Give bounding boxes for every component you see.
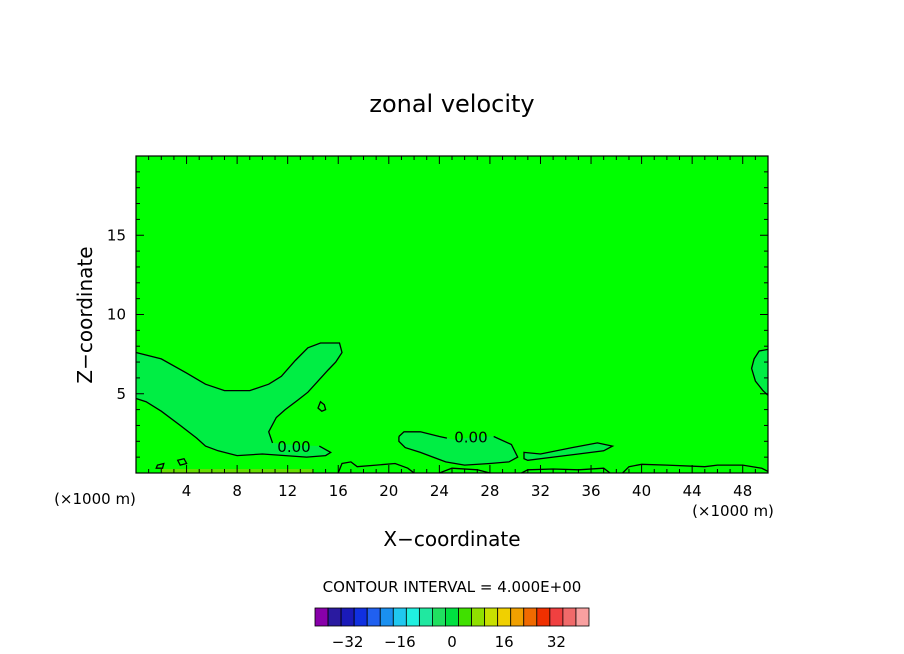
x-tick-label: 16: [329, 482, 348, 500]
colorbar-swatch: [314, 607, 329, 627]
colorbar-swatch: [392, 607, 407, 627]
colorbar-swatch: [366, 607, 381, 627]
y-axis-label: Z−coordinate: [73, 246, 97, 383]
contour-line: [135, 342, 343, 444]
contour-line: [398, 431, 448, 439]
contour-line: [398, 435, 519, 466]
plot-area: 0.00 0.00: [135, 155, 769, 474]
colorbar-swatch: [445, 607, 459, 627]
y-tick-label: 5: [116, 385, 126, 403]
negative-region-top-right: [751, 349, 768, 396]
x-tick-label: 48: [733, 482, 752, 500]
colorbar-swatch: [340, 607, 355, 627]
contour-line: [622, 463, 769, 474]
x-tick-label: 40: [632, 482, 651, 500]
x-tick-label: 20: [379, 482, 398, 500]
contour-line: [176, 457, 188, 466]
colorbar-swatch: [497, 607, 512, 627]
x-tick-label: 24: [430, 482, 449, 500]
colorbar-swatch: [458, 607, 472, 627]
colorbar-swatch: [510, 607, 525, 627]
x-tick-label: 8: [232, 482, 242, 500]
colorbar-swatch: [327, 607, 342, 627]
contour-line: [337, 461, 415, 474]
x-tick-label: 36: [581, 482, 600, 500]
colorbar-tick-labels: −32 −16 0 16 32: [332, 633, 566, 651]
contour-line: [155, 462, 165, 469]
x-axis-ticks: 4 8 12 16 20 24 28 32 36 40 44 48: [148, 156, 756, 500]
contour-interval-text: CONTOUR INTERVAL = 4.000E+00: [323, 578, 582, 596]
contour-label: 0.00: [454, 429, 487, 447]
x-tick-label: 12: [278, 482, 297, 500]
negative-region-middle: [398, 431, 518, 466]
colorbar-swatch: [523, 607, 538, 627]
x-tick-label: 28: [480, 482, 499, 500]
contour-line: [750, 348, 769, 396]
colorbar-tick-label: 0: [447, 633, 457, 651]
contour-line: [135, 397, 332, 458]
x-tick-label: 4: [182, 482, 192, 500]
colorbar-swatch: [536, 607, 551, 627]
colorbar-swatch: [379, 607, 394, 627]
contour-line: [523, 442, 615, 461]
contour-labels: 0.00 0.00: [277, 429, 487, 457]
x-tick-label: 32: [531, 482, 550, 500]
x-tick-label: 44: [683, 482, 702, 500]
colorbar-tick-label: −16: [384, 633, 416, 651]
colorbar-swatch: [549, 607, 564, 627]
y-axis-ticks: 5 10 15: [107, 171, 768, 458]
colorbar-swatch: [562, 607, 577, 627]
colorbar-swatch: [405, 607, 420, 627]
colorbar-swatch: [418, 607, 433, 627]
colorbar-swatch: [432, 607, 446, 627]
y-tick-label: 15: [107, 226, 126, 244]
chart-title: zonal velocity: [369, 90, 534, 118]
colorbar-swatch: [471, 607, 486, 627]
y-tick-label: 10: [107, 306, 126, 324]
colorbar-tick-label: −32: [332, 633, 364, 651]
colorbar-swatch: [484, 607, 499, 627]
x-unit-left: (×1000 m): [54, 490, 136, 508]
colorbar-tick-label: 32: [547, 633, 566, 651]
colorbar-swatch: [575, 607, 590, 627]
negative-region-left: [136, 343, 342, 458]
colorbar-tick-label: 16: [495, 633, 514, 651]
colorbar: [314, 607, 590, 627]
colorbar-swatch: [353, 607, 368, 627]
x-unit-right: (×1000 m): [692, 502, 774, 520]
negative-region-right: [524, 442, 613, 461]
contour-line: [317, 400, 327, 412]
x-axis-label: X−coordinate: [383, 527, 520, 551]
contour-label: 0.00: [277, 438, 310, 456]
contour-lines: [135, 342, 769, 474]
contour-fill-regions: [136, 343, 768, 473]
